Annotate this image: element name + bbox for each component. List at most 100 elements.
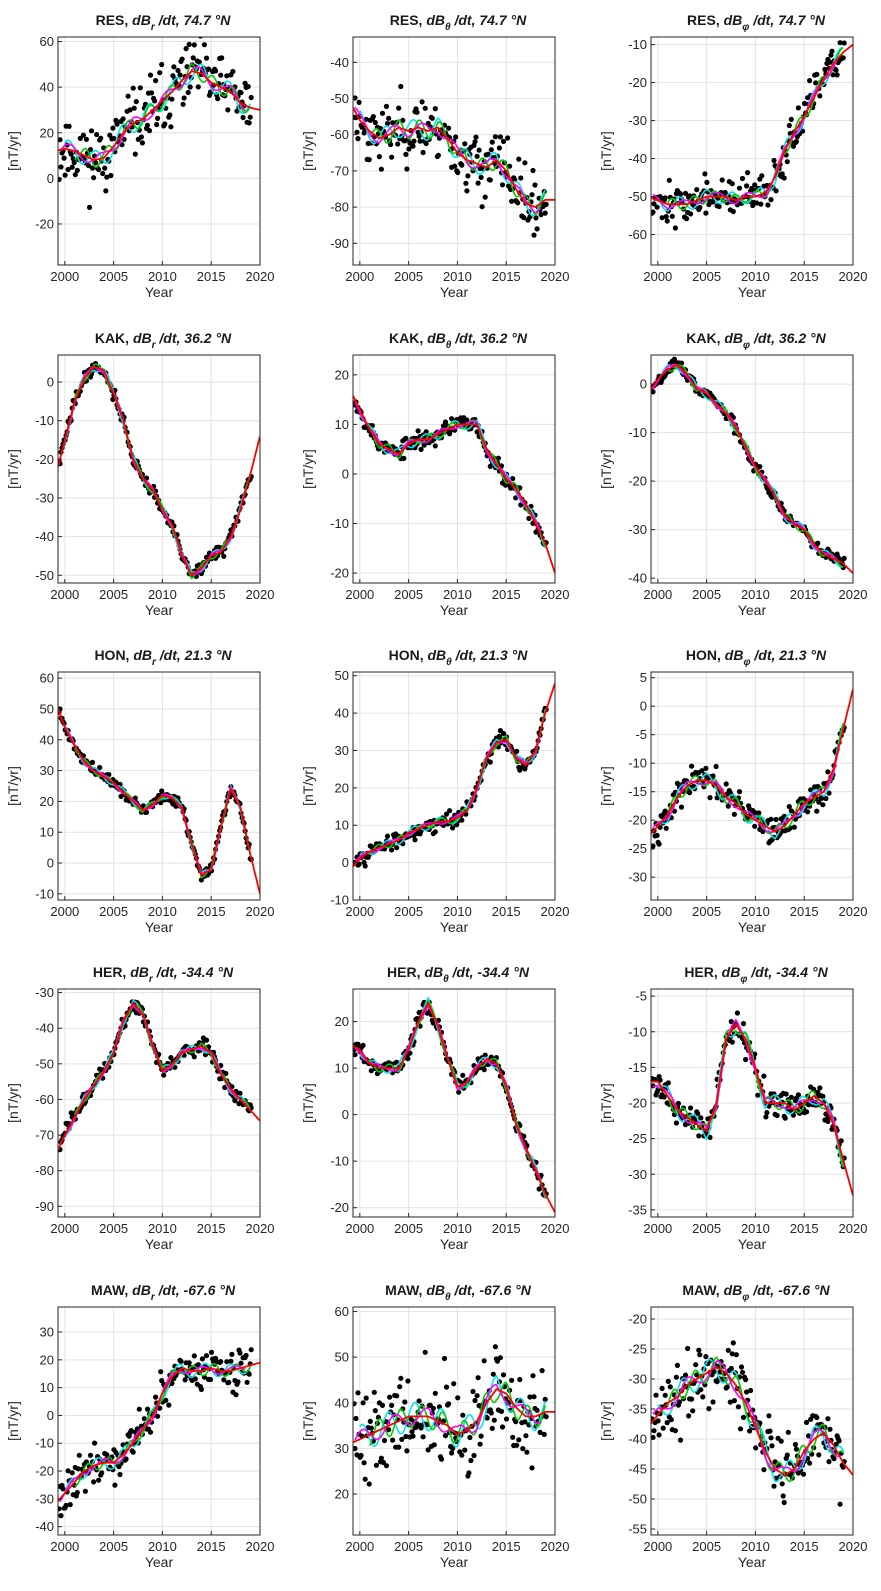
data-point	[110, 125, 116, 131]
data-point	[430, 1405, 436, 1411]
data-point	[370, 114, 376, 120]
chart-title: HER, dBθ /dt, -34.4 °N	[387, 964, 530, 985]
x-tick-label: 2000	[50, 1221, 79, 1236]
data-point	[738, 1364, 745, 1370]
data-point	[698, 1387, 704, 1393]
data-point	[815, 540, 821, 546]
data-point	[653, 1392, 659, 1398]
series-magenta-line	[354, 106, 542, 214]
x-tick-label: 2015	[197, 1539, 226, 1554]
data-point	[806, 1433, 812, 1439]
series-red-line	[58, 70, 260, 162]
x-tick-label: 2000	[643, 269, 672, 284]
data-point	[837, 1501, 843, 1507]
data-point	[368, 140, 374, 146]
data-point	[808, 787, 814, 793]
data-point	[497, 134, 503, 140]
x-tick-label: 2015	[492, 904, 521, 919]
y-tick-label: -40	[35, 1519, 54, 1534]
plot-area	[353, 395, 555, 574]
axes-frame	[650, 354, 854, 584]
data-point	[242, 80, 248, 86]
data-point	[128, 1428, 134, 1434]
data-point	[779, 171, 785, 177]
plot-area	[353, 682, 555, 869]
y-tick-label: -10	[330, 516, 349, 531]
x-tick-label: 2020	[839, 1539, 868, 1554]
data-point	[378, 1455, 384, 1461]
y-tick-label: 50	[335, 1350, 349, 1365]
data-point	[237, 1350, 243, 1356]
chart-title: HON, dBθ /dt, 21.3 °N	[389, 647, 529, 668]
data-point	[748, 1387, 754, 1394]
data-point	[401, 455, 407, 461]
data-point	[416, 133, 422, 139]
chart-title: RES, dBθ /dt, 74.7 °N	[390, 12, 527, 33]
data-point	[353, 95, 358, 101]
data-point	[471, 1452, 477, 1459]
data-point	[542, 1396, 548, 1402]
data-point	[61, 155, 67, 161]
data-point	[420, 1434, 426, 1440]
data-point	[823, 795, 829, 802]
data-point	[795, 105, 802, 111]
series-red-line	[651, 363, 853, 574]
data-point	[663, 825, 669, 831]
data-point	[390, 1437, 396, 1443]
y-tick-label: 10	[335, 1061, 349, 1076]
data-point	[62, 172, 68, 178]
data-point	[837, 40, 843, 46]
data-point	[179, 56, 185, 62]
x-axis-label: Year	[738, 1554, 767, 1570]
data-point	[656, 841, 662, 847]
data-point	[366, 1481, 372, 1487]
data-point	[389, 154, 395, 160]
y-tick-label: -40	[35, 1021, 54, 1036]
data-point	[659, 1385, 665, 1391]
panel-1: 2000 2005 2010 2015 2020 -20 0 20 40 60 Year [nT/yr…	[5, 12, 274, 300]
chart-title: KAK, dBφ /dt, 36.2 °N	[686, 330, 826, 351]
data-point	[729, 1351, 735, 1357]
data-point	[463, 180, 469, 186]
data-point	[804, 1419, 810, 1425]
data-point	[765, 202, 771, 208]
plot-area	[58, 37, 260, 210]
data-point	[690, 1408, 696, 1414]
x-tick-label: 2000	[50, 587, 79, 602]
data-point	[485, 151, 491, 157]
x-axis-label: Year	[145, 1554, 174, 1570]
data-point	[716, 203, 722, 210]
data-point	[213, 68, 219, 74]
data-point	[99, 1470, 105, 1476]
data-point	[507, 163, 513, 169]
data-point	[406, 146, 412, 152]
data-point	[773, 816, 779, 823]
data-point	[181, 95, 187, 101]
data-point	[470, 1388, 476, 1395]
data-point	[725, 1347, 731, 1353]
data-point	[383, 103, 390, 109]
data-point	[407, 1050, 413, 1056]
series-red-line	[651, 688, 853, 835]
data-point	[672, 225, 679, 231]
x-axis-label: Year	[738, 284, 767, 300]
data-point	[494, 1358, 500, 1364]
data-point	[157, 1405, 163, 1411]
data-point	[813, 80, 819, 86]
data-point	[688, 1105, 694, 1111]
data-point	[63, 1502, 69, 1508]
y-tick-label: 20	[335, 367, 349, 382]
x-tick-label: 2015	[790, 269, 819, 284]
data-point	[513, 1419, 519, 1425]
data-point	[724, 1384, 730, 1390]
series-green-line	[666, 723, 844, 835]
data-point	[676, 1399, 683, 1405]
data-point	[739, 175, 746, 182]
data-point	[782, 1115, 788, 1121]
data-point	[361, 1460, 367, 1466]
chart-title: RES, dBr /dt, 74.7 °N	[96, 12, 232, 33]
y-tick-label: 10	[335, 417, 349, 432]
data-point	[522, 1419, 528, 1425]
data-point	[87, 147, 94, 153]
data-point	[175, 67, 181, 74]
